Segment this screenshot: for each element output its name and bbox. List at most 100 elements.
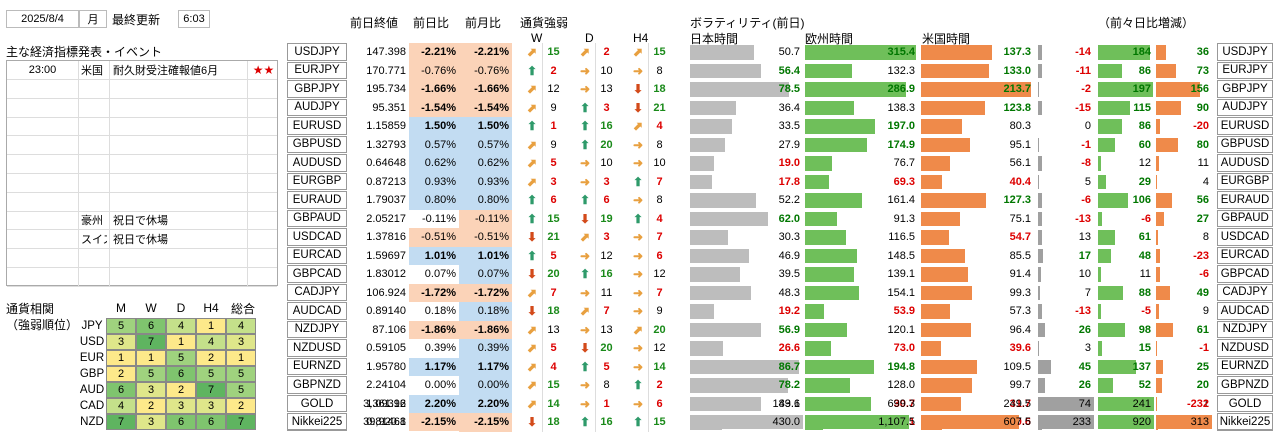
pair-label-right: USDCAD [1217, 228, 1273, 246]
diff-value: -2 [1038, 80, 1094, 99]
pair-label-right: EURJPY [1217, 62, 1273, 80]
vol-eu: 120.1 [805, 321, 918, 340]
vol-us: 39.6 [921, 339, 1034, 358]
close-value: 2.05217 [347, 210, 409, 229]
vol-jp: 27.9 [690, 136, 803, 155]
vol-eu: 138.3 [805, 99, 918, 118]
extra-close: 39,920.1 [347, 413, 409, 431]
strength-rank: 20 [648, 321, 670, 340]
strength-arrow-icon: ⬈ [522, 136, 542, 155]
month-change: 0.18% [459, 302, 512, 321]
month-change: 0.80% [459, 191, 512, 210]
strength-rank: 3 [595, 173, 617, 192]
quote-row: CADJPY 106.924 -1.72% -1.72% ⬈ 7 ➜ 11 ➜ 7 48.3 154.… [0, 284, 1275, 303]
quote-row: NZDUSD 0.59105 0.39% 0.39% ⬈ 5 ⬇ 20 ➜ 12 26.6 73.0 3… [0, 339, 1275, 358]
vol-jp: 19.0 [690, 154, 803, 173]
diff-value: 197 [1098, 80, 1154, 99]
diff-value: -15 [1038, 99, 1094, 118]
time-text: 6:03 [183, 13, 204, 25]
vol-eu: 197.0 [805, 117, 918, 136]
diff-value: 86 [1098, 117, 1154, 136]
vol-us: 137.3 [921, 43, 1034, 62]
day-change: 0.07% [409, 265, 459, 284]
close-value: 1.83012 [347, 265, 409, 284]
close-value: 147.398 [347, 43, 409, 62]
strength-rank: 3 [542, 173, 564, 192]
diff-value: 0 [1038, 117, 1094, 136]
strength-arrow-icon: ⬆ [522, 117, 542, 136]
vol-jp: 62.0 [690, 210, 803, 229]
strength-arrow-icon: ⬇ [628, 80, 648, 99]
quote-row: GBPNZD 2.24104 0.00% 0.00% ⬈ 15 ➜ 8 ⬆ 2 78.2 128.0 9… [0, 376, 1275, 395]
diff-value: 90 [1156, 99, 1212, 118]
pair-label-right: EURGBP [1217, 173, 1273, 191]
quote-row: GBPAUD 2.05217 -0.11% -0.11% ⬆ 15 ⬇ 19 ⬆ 4 62.0 91.… [0, 210, 1275, 229]
pair-label: USDJPY [287, 43, 347, 61]
diff-value: 156 [1156, 80, 1212, 99]
strength-arrow-icon: ⬆ [628, 210, 648, 229]
pair-label: GBPAUD [287, 210, 347, 228]
month-change: -0.51% [459, 228, 512, 247]
close-value: 1.59697 [347, 247, 409, 266]
extra-pair: GOLD [287, 395, 347, 412]
strength-rank: 18 [648, 80, 670, 99]
diff-value: 80 [1156, 136, 1212, 155]
pair-label-right: GBPNZD [1217, 376, 1273, 394]
extra-diff: 241 [1098, 395, 1154, 413]
strength-arrow-icon: ⬆ [522, 247, 542, 266]
close-value: 195.734 [347, 80, 409, 99]
extra-close: 3,361.96 [347, 395, 409, 413]
strength-arrow-icon: ⬇ [575, 339, 595, 358]
vol-eu: 161.4 [805, 191, 918, 210]
strength-rank: 10 [595, 154, 617, 173]
vol-jp: 56.4 [690, 62, 803, 81]
strength-rank: 20 [595, 339, 617, 358]
quote-row: GBPUSD 1.32793 0.57% 0.57% ⬈ 9 ⬆ 20 ➜ 8 27.9 174.9 9… [0, 136, 1275, 155]
quote-row: EURAUD 1.79037 0.80% 0.80% ⬆ 6 ⬆ 6 ➜ 8 52.2 161.4 12… [0, 191, 1275, 210]
extra-month: 2.20% [459, 395, 512, 413]
pair-label-right: NZDJPY [1217, 321, 1273, 339]
strength-arrow-icon: ⬈ [628, 321, 648, 340]
strength-rank: 7 [648, 228, 670, 247]
month-change: -1.54% [459, 99, 512, 118]
diff-value: 8 [1156, 228, 1212, 247]
pair-label-right: GBPAUD [1217, 210, 1273, 228]
strength-rank: 18 [542, 302, 564, 321]
vol-us: 109.5 [921, 358, 1034, 377]
strength-rank: 12 [542, 80, 564, 99]
extra-diff: 74 [1038, 395, 1094, 413]
day-change: 0.62% [409, 154, 459, 173]
pair-label-right: EURNZD [1217, 358, 1273, 376]
strength-arrow-icon: ⬈ [522, 99, 542, 118]
pair-label: AUDUSD [287, 154, 347, 172]
vol-eu: 315.4 [805, 43, 918, 62]
strength-rank: 6 [648, 247, 670, 266]
strength-rank: 13 [595, 80, 617, 99]
strength-rank: 14 [648, 358, 670, 377]
extras-table: GOLD 3,361.96 2.20% 2.20% 189.1 699.3 249.5 74 2… [0, 395, 1275, 435]
diff-value: 49 [1156, 284, 1212, 303]
extra-vol-jp: 189.1 [690, 395, 803, 413]
strength-rank: 5 [542, 154, 564, 173]
pair-label-right: USDJPY [1217, 43, 1273, 61]
strength-arrow-icon: ⬈ [522, 43, 542, 62]
vol-us: 75.1 [921, 210, 1034, 229]
strength-rank: 3 [595, 228, 617, 247]
pair-label: AUDJPY [287, 99, 347, 117]
vol-us: 91.4 [921, 265, 1034, 284]
pair-label: USDCAD [287, 228, 347, 246]
strength-arrow-icon: ➜ [575, 284, 595, 303]
strength-arrow-icon: ⬈ [522, 173, 542, 192]
pair-label: EURCAD [287, 247, 347, 265]
vol-jp: 78.2 [690, 376, 803, 395]
strength-rank: 15 [648, 43, 670, 62]
diff-value: 48 [1098, 247, 1154, 266]
time-field: 6:03 [178, 10, 210, 28]
vol-jp: 19.2 [690, 302, 803, 321]
pair-label-right: GBPCAD [1217, 265, 1273, 283]
pair-label: AUDCAD [287, 302, 347, 320]
header-strength: 通貨強弱 [520, 14, 568, 31]
weekday-field: 月 [79, 10, 107, 28]
vol-jp: 30.3 [690, 228, 803, 247]
month-change: -0.76% [459, 62, 512, 81]
